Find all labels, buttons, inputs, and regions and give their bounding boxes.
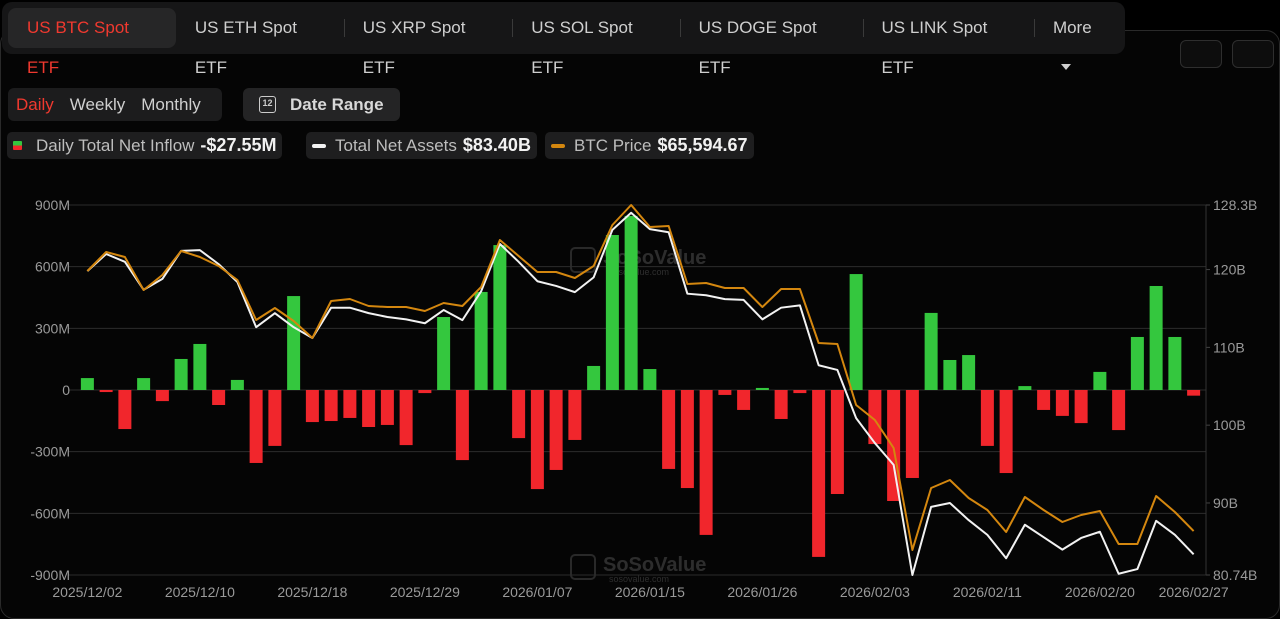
tab[interactable]: US SOL Spot ETF bbox=[512, 8, 679, 77]
legend-chip[interactable]: Total Net Assets $83.40B bbox=[306, 132, 537, 159]
tab[interactable]: US BTC Spot ETF bbox=[8, 8, 176, 77]
legend-label: Daily Total Net Inflow bbox=[36, 135, 195, 155]
legend-value: $83.40B bbox=[462, 135, 531, 155]
period-switch: Daily Weekly Monthly bbox=[8, 88, 222, 121]
icon-button[interactable] bbox=[1232, 40, 1274, 68]
tab-bar: US BTC Spot ETF US ETH Spot ETF US XRP S… bbox=[2, 2, 1125, 77]
more-label: More bbox=[1052, 18, 1092, 37]
more-menu[interactable]: More bbox=[1033, 8, 1125, 70]
legend-value: $65,594.67 bbox=[657, 135, 748, 155]
tab[interactable]: US DOGE Spot ETF bbox=[679, 8, 863, 77]
caret bbox=[1060, 64, 1071, 70]
tab[interactable]: US ETH Spot ETF bbox=[194, 18, 297, 77]
legend-label: Total Net Assets bbox=[335, 135, 457, 155]
legend-value: -$27.55M bbox=[200, 135, 277, 155]
legend-chip[interactable]: BTC Price $65,594.67 bbox=[545, 132, 754, 159]
legend-icon bbox=[551, 143, 565, 148]
period[interactable]: Daily bbox=[16, 94, 54, 114]
legend-icon bbox=[312, 143, 326, 148]
period[interactable]: Monthly bbox=[141, 94, 201, 114]
period[interactable]: Weekly bbox=[69, 94, 126, 114]
date-range-button[interactable]: 12 Date Range bbox=[243, 88, 400, 121]
tab[interactable]: US XRP Spot ETF bbox=[343, 8, 512, 77]
calendar-icon: 12 bbox=[259, 96, 276, 113]
legend-chip[interactable]: Daily Total Net Inflow -$27.55M bbox=[7, 132, 283, 159]
date-range-label: Date Range bbox=[290, 94, 384, 114]
legend-icon bbox=[13, 141, 22, 150]
icon-button[interactable] bbox=[1180, 40, 1222, 68]
tab[interactable]: US LINK Spot ETF bbox=[862, 8, 1034, 77]
legend-label: BTC Price bbox=[574, 135, 652, 155]
